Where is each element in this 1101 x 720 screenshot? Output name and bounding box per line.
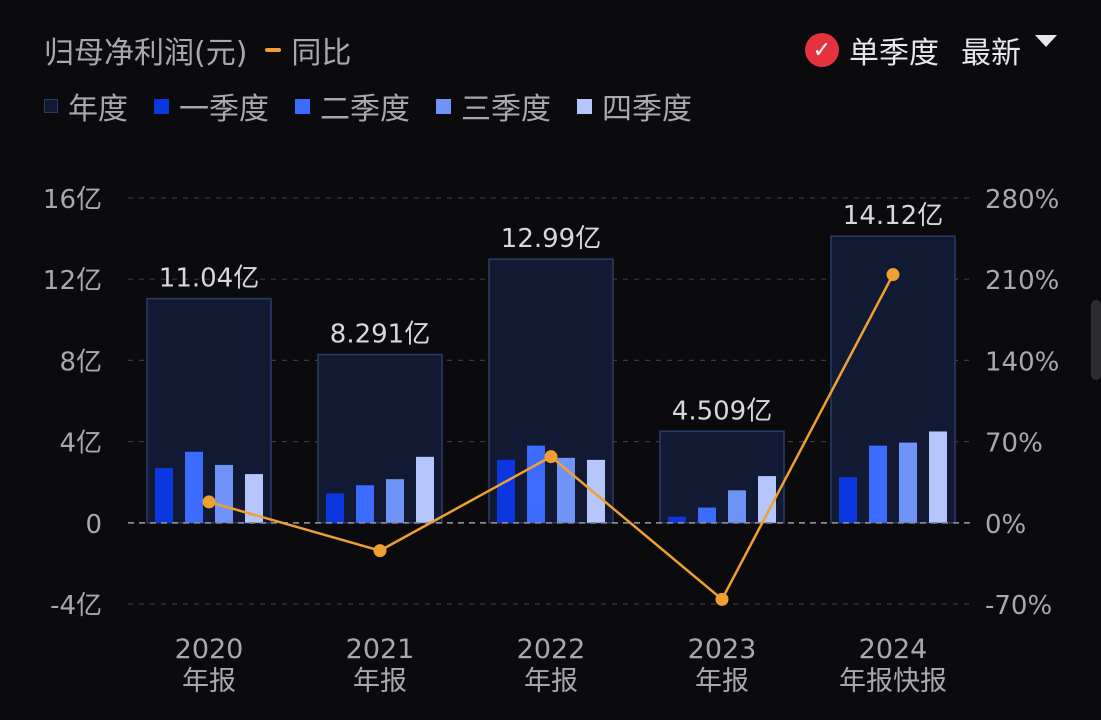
period-dropdown[interactable]: 最新 xyxy=(961,28,1057,72)
y-left-tick-label: 12亿 xyxy=(43,266,102,296)
y-left-tick-label: 8亿 xyxy=(59,347,102,377)
q3-bar xyxy=(728,490,746,523)
period-dropdown-value: 最新 xyxy=(961,36,1021,71)
legend-swatch-q4 xyxy=(577,98,592,114)
q1-bar xyxy=(668,516,686,523)
q2-bar xyxy=(698,507,716,523)
single-quarter-toggle[interactable]: ✓ 单季度 xyxy=(805,28,939,72)
y-right-tick-label: -70% xyxy=(985,591,1052,621)
x-category-year: 2022 xyxy=(517,634,586,665)
x-category-year: 2023 xyxy=(688,634,757,665)
q1-bar xyxy=(497,459,515,523)
legend-swatch-annual xyxy=(44,99,58,113)
legend-swatch-q3 xyxy=(436,98,451,114)
yoy-point xyxy=(544,450,558,464)
yoy-line-swatch xyxy=(265,48,282,52)
legend-item-q3[interactable]: 三季度 xyxy=(436,84,551,128)
yoy-legend: 同比 xyxy=(265,28,351,72)
legend-label-q1: 一季度 xyxy=(179,92,269,127)
legend-item-q1[interactable]: 一季度 xyxy=(154,84,269,128)
yoy-point xyxy=(202,495,216,509)
chart-header: 归母净利润(元) 同比 xyxy=(44,28,351,72)
annual-value-label: 14.12亿 xyxy=(843,201,943,231)
scrollbar[interactable] xyxy=(1091,300,1101,380)
y-right-tick-label: 70% xyxy=(985,429,1043,459)
x-category-type: 年报快报 xyxy=(839,666,947,697)
triangle-down-icon xyxy=(1035,35,1057,47)
q1-bar xyxy=(155,467,173,523)
legend-label-q3: 三季度 xyxy=(461,92,551,127)
q4-bar xyxy=(245,474,263,523)
q4-bar xyxy=(929,431,947,523)
yoy-point xyxy=(373,544,387,558)
q2-bar xyxy=(185,451,203,523)
q2-bar xyxy=(356,485,374,523)
checkmark-icon: ✓ xyxy=(805,33,839,67)
q4-bar xyxy=(416,456,434,523)
x-category-type: 年报 xyxy=(524,666,578,697)
y-right-tick-label: 140% xyxy=(985,347,1059,377)
annual-value-label: 12.99亿 xyxy=(501,224,601,254)
x-category-year: 2020 xyxy=(175,634,244,665)
y-right-tick-label: 210% xyxy=(985,266,1059,296)
yoy-point xyxy=(886,268,900,282)
q1-bar xyxy=(839,477,857,523)
x-category-year: 2021 xyxy=(346,634,415,665)
q3-bar xyxy=(899,442,917,523)
annual-value-label: 4.509亿 xyxy=(672,396,772,426)
y-right-tick-label: 0% xyxy=(985,510,1026,540)
legend-label-q2: 二季度 xyxy=(320,92,410,127)
series-legend: 年度 一季度 二季度 三季度 四季度 xyxy=(44,84,692,128)
y-left-tick-label: 0 xyxy=(85,510,102,540)
y-left-tick-label: 4亿 xyxy=(59,429,102,459)
legend-label-q4: 四季度 xyxy=(602,92,692,127)
chart-controls: ✓ 单季度 最新 xyxy=(805,28,1057,72)
q4-bar xyxy=(758,476,776,523)
q1-bar xyxy=(326,493,344,523)
x-category-year: 2024 xyxy=(859,634,928,665)
x-category-type: 年报 xyxy=(182,666,236,697)
x-category-type: 年报 xyxy=(695,666,749,697)
legend-item-q2[interactable]: 二季度 xyxy=(295,84,410,128)
legend-label-annual: 年度 xyxy=(68,92,128,127)
annual-value-label: 11.04亿 xyxy=(159,264,259,294)
q2-bar xyxy=(869,445,887,523)
y-left-tick-label: 16亿 xyxy=(43,185,102,215)
single-quarter-label: 单季度 xyxy=(849,36,939,71)
y-left-tick-label: -4亿 xyxy=(50,591,102,621)
yoy-point xyxy=(715,592,729,606)
q4-bar xyxy=(587,459,605,523)
y-right-tick-label: 280% xyxy=(985,185,1059,215)
chart-title: 归母净利润(元) xyxy=(44,36,248,71)
legend-item-q4[interactable]: 四季度 xyxy=(577,84,692,128)
q3-bar xyxy=(386,479,404,523)
yoy-legend-label: 同比 xyxy=(291,36,352,71)
q2-bar xyxy=(527,445,545,523)
legend-swatch-q1 xyxy=(154,98,169,114)
legend-item-annual[interactable]: 年度 xyxy=(44,84,128,128)
x-category-type: 年报 xyxy=(353,666,407,697)
legend-swatch-q2 xyxy=(295,98,310,114)
q3-bar xyxy=(215,464,233,523)
annual-value-label: 8.291亿 xyxy=(330,319,430,349)
